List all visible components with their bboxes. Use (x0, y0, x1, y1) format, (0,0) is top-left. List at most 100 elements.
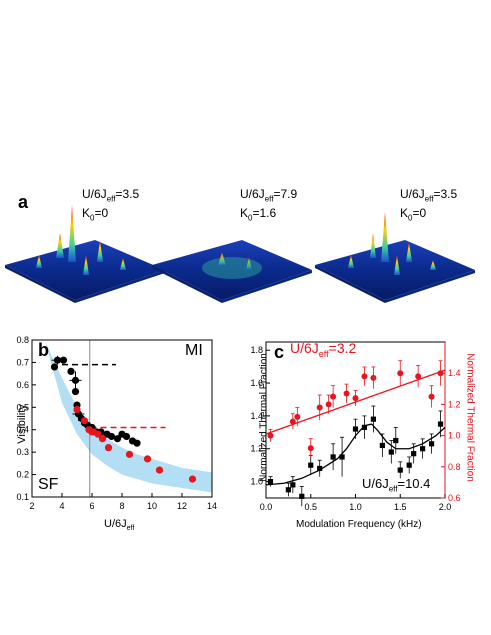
data-point-red (325, 401, 332, 408)
data-point-black (285, 487, 291, 493)
black-annot-main: U/6J (362, 476, 389, 491)
k-sub: 0 (248, 213, 253, 223)
param-value: =3.5 (433, 187, 458, 201)
panel-a-label: a (18, 192, 29, 212)
surface-2 (152, 240, 312, 303)
data-point-red (437, 370, 444, 377)
data-point-black (379, 442, 385, 449)
data-point-black (437, 421, 444, 427)
data-point-black (122, 432, 131, 441)
sf-mi-band (45, 342, 212, 493)
y-left-tick-label: 1.6 (250, 378, 263, 388)
y-right-tick-label: 1.4 (448, 368, 461, 378)
k-main: K (82, 206, 91, 221)
data-point-black (71, 387, 80, 396)
y-right-tick-label: 0.8 (448, 462, 461, 472)
param-value: =7.9 (273, 187, 298, 201)
data-point-black (317, 465, 323, 472)
y-tick-label: 0.6 (16, 380, 29, 390)
data-point-black (308, 462, 314, 468)
data-point-black (352, 426, 359, 432)
mi-region-label: MI (185, 342, 203, 359)
surface-3 (315, 212, 475, 303)
data-point-black (67, 367, 75, 375)
k-sub: 0 (408, 213, 413, 223)
x-tick-label: 4 (59, 501, 64, 511)
x-tick-label: 1.0 (349, 502, 362, 512)
k-sub: 0 (90, 213, 95, 223)
data-point-red (428, 393, 435, 400)
data-point-red (80, 417, 89, 425)
surface-1-caption: U/6Jeff=3.5 K0=0 (82, 188, 139, 225)
x-tick-label: 10 (147, 501, 157, 511)
param-sub: eff (424, 194, 434, 204)
data-point-black (330, 454, 336, 460)
param-value: =3.5 (115, 187, 140, 201)
thermal-fraction-chart: 0.0 0.5 1.0 1.5 2.0 1.0 1.2 1.4 1.6 1.8 0.6 0.8 1.0 1… (250, 341, 461, 512)
x-tick-label: 6 (89, 501, 94, 511)
data-point-red (415, 373, 422, 380)
param-sub: eff (264, 194, 274, 204)
data-point-black (393, 437, 399, 444)
x-tick-label: 14 (207, 501, 217, 511)
y-right-tick-label: 1.0 (448, 431, 461, 441)
red-annotation: U/6Jeff=3.2 (290, 340, 356, 359)
surface-1 (5, 205, 165, 303)
data-point-red (94, 430, 102, 438)
data-point-black (420, 446, 426, 452)
data-point-black (339, 454, 345, 460)
b-x-axis-title: U/6Jeff (104, 518, 134, 532)
data-point-black (113, 435, 122, 443)
param-sub: eff (106, 194, 116, 204)
data-point-red (188, 475, 197, 483)
data-point-red (370, 374, 377, 381)
data-point-black (299, 493, 305, 499)
data-point-black (133, 439, 141, 447)
data-point-black (71, 376, 80, 384)
x-tick-label: 0.0 (260, 502, 273, 512)
b-y-axis-title: Visibility (16, 404, 28, 444)
y-right-tick-label: 1.2 (448, 399, 461, 409)
y-tick-label: 0.3 (16, 447, 29, 457)
data-point-black (411, 451, 417, 457)
sf-region-label: SF (38, 476, 59, 493)
red-annot-value: =3.2 (328, 340, 357, 356)
x-tick-label: 12 (177, 501, 187, 511)
panel-b-label: b (38, 340, 49, 360)
data-point-red (330, 393, 337, 400)
surface-plots (5, 205, 475, 303)
k-value: =1.6 (252, 206, 277, 221)
data-point-red (155, 466, 164, 474)
param-main: U/6J (400, 187, 425, 201)
x-tick-label: 8 (119, 501, 124, 511)
y-tick-label: 0.2 (16, 470, 29, 480)
red-annot-main: U/6J (290, 340, 319, 356)
visibility-chart: 2 4 6 8 10 12 14 0.1 0.2 0.3 0.4 0.5 0.6 0.7 0.8 (16, 335, 217, 511)
y-left-tick-label: 1.0 (250, 477, 263, 487)
k-value: =0 (412, 206, 427, 221)
black-annot-value: =10.4 (397, 476, 431, 491)
data-point-black (107, 432, 116, 441)
y-left-tick-label: 1.2 (250, 444, 263, 454)
data-point-red (361, 373, 368, 380)
c-x-axis-title: Modulation Frequency (kHz) (296, 519, 422, 530)
data-point-black (53, 356, 62, 364)
data-point-black (290, 482, 296, 488)
data-point-red (267, 432, 274, 439)
data-point-black (50, 363, 59, 371)
k-value: =0 (94, 206, 109, 221)
y-tick-label: 0.4 (16, 425, 29, 435)
data-point-red (289, 418, 296, 425)
data-point-black (397, 467, 403, 473)
data-point-black (59, 356, 68, 364)
data-point-red (73, 405, 81, 414)
data-point-red (294, 413, 301, 420)
data-point-black (267, 478, 274, 485)
y-tick-label: 0.8 (16, 335, 29, 345)
x-tick-label: 2 (29, 501, 34, 511)
surface-3-caption: U/6Jeff=3.5 K0=0 (400, 188, 457, 225)
red-annot-sub: eff (318, 348, 329, 359)
x-tick-label: 2.0 (439, 502, 452, 512)
surface-2-caption: U/6Jeff=7.9 K0=1.6 (240, 188, 297, 225)
data-point-red (316, 404, 323, 411)
